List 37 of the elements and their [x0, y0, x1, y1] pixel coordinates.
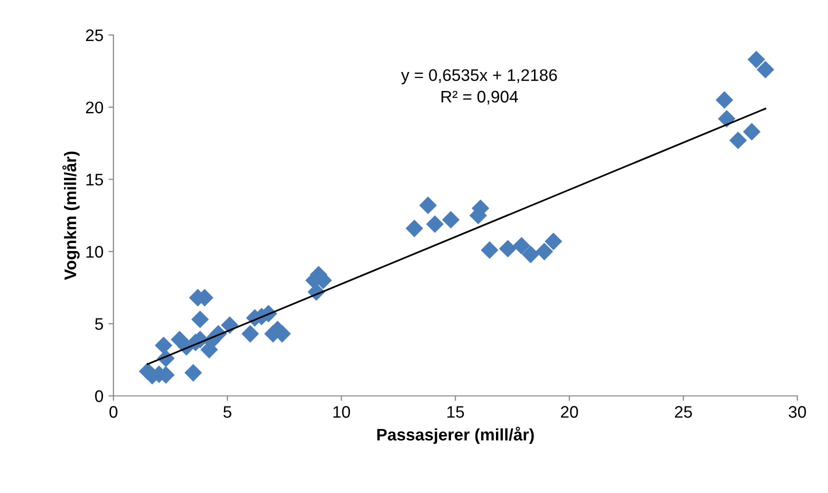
- y-tick-label: 5: [95, 318, 104, 330]
- y-tick-label: 20: [86, 102, 104, 114]
- point: [268, 320, 286, 338]
- y-tick-label: 25: [86, 29, 104, 42]
- y-tick-label: 10: [86, 246, 104, 258]
- point: [748, 50, 766, 68]
- point: [522, 246, 540, 264]
- y-tick-label: 0: [95, 390, 104, 402]
- point: [241, 325, 260, 343]
- x-tick-label: 15: [447, 406, 464, 418]
- point: [419, 196, 437, 214]
- x-tick-label: 0: [109, 406, 118, 418]
- point: [406, 220, 424, 238]
- x-tick-label: 25: [674, 406, 692, 418]
- point: [729, 132, 747, 150]
- point: [442, 210, 460, 229]
- point: [480, 241, 498, 259]
- point: [499, 240, 517, 258]
- point: [191, 310, 209, 328]
- x-tick-label: 20: [560, 406, 578, 418]
- point: [742, 122, 761, 140]
- x-tick-label: 5: [223, 406, 232, 418]
- point: [512, 236, 530, 255]
- point: [536, 242, 554, 260]
- point: [718, 110, 736, 128]
- annotation: y = 0,6535x + 1,2186 R² = 0,904: [401, 69, 557, 105]
- point: [184, 364, 202, 382]
- x-axis-title: Passasjerer (mill/år): [377, 426, 534, 444]
- point: [756, 60, 774, 78]
- point: [716, 91, 734, 109]
- y-axis-title: Vognkm (mill/år): [62, 152, 80, 280]
- point: [426, 215, 444, 233]
- x-tick-label: 10: [333, 406, 350, 418]
- point: [544, 232, 562, 250]
- point: [154, 336, 172, 354]
- x-tick-label: 30: [788, 406, 806, 418]
- y-tick-label: 15: [86, 174, 104, 186]
